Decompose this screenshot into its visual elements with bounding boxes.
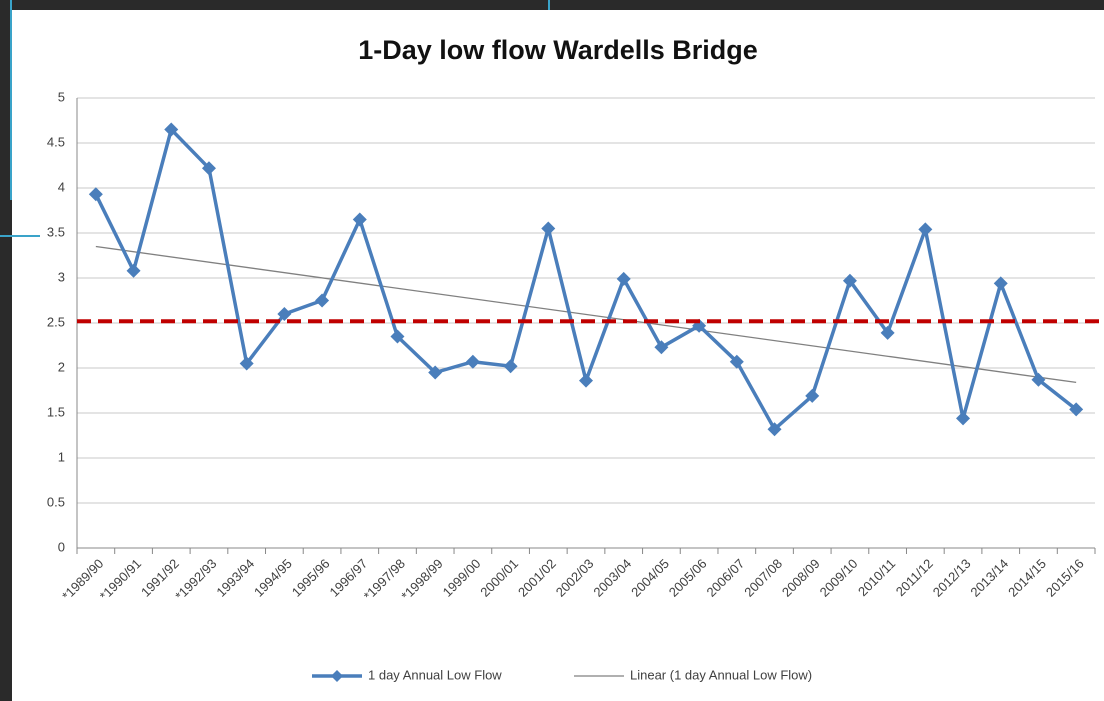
marker (352, 212, 367, 227)
marker (1031, 372, 1046, 387)
chart-title: 1-Day low flow Wardells Bridge (358, 35, 758, 65)
marker (880, 325, 895, 340)
marker (88, 187, 103, 202)
marker (277, 307, 292, 321)
trendline (95, 245, 1077, 384)
y-tick-label: 5 (58, 89, 65, 104)
marker (993, 276, 1008, 291)
y-tick-label: 2 (58, 359, 65, 374)
marker (315, 293, 330, 308)
y-tick-label: 4 (58, 179, 65, 194)
marker (579, 373, 593, 388)
y-tick-label: 0.5 (47, 494, 65, 509)
marker (126, 263, 141, 278)
chart-panel (12, 10, 1104, 701)
legend-label: 1 day Annual Low Flow (368, 667, 502, 682)
y-tick-label: 1 (58, 449, 65, 464)
marker (503, 359, 518, 374)
marker (918, 222, 933, 237)
y-tick-label: 3.5 (47, 224, 65, 239)
y-tick-label: 0 (58, 539, 65, 554)
marker (390, 329, 405, 344)
marker (465, 354, 480, 369)
marker (239, 356, 254, 371)
marker (729, 354, 744, 369)
marker (654, 340, 669, 355)
marker (164, 122, 179, 137)
legend: 1 day Annual Low Flow Linear (1 day Annua… (312, 667, 812, 682)
y-tick-label: 4.5 (47, 134, 65, 149)
y-tick-label: 1.5 (47, 404, 65, 419)
marker (767, 422, 782, 437)
legend-label: Linear (1 day Annual Low Flow) (630, 667, 812, 682)
marker (842, 273, 857, 288)
marker (428, 365, 443, 380)
marker (541, 221, 556, 236)
marker (201, 161, 216, 176)
marker (616, 271, 631, 286)
marker (805, 388, 820, 403)
marker (956, 411, 971, 426)
legend-swatch (331, 670, 343, 682)
y-tick-label: 3 (58, 269, 65, 284)
y-tick-label: 2.5 (47, 314, 65, 329)
marker (1069, 402, 1084, 417)
